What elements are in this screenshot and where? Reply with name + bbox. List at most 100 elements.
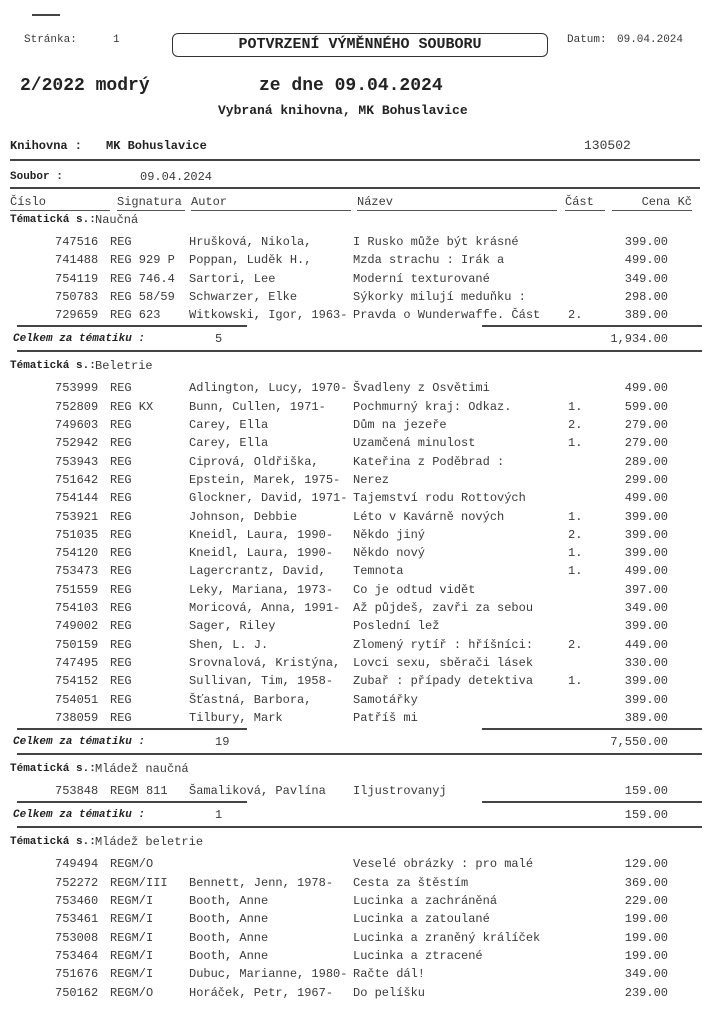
item-signature: REGM/I: [110, 894, 154, 909]
item-signature: REGM/I: [110, 948, 154, 963]
item-signature: REG: [110, 692, 132, 707]
total-count: 5: [215, 332, 223, 347]
item-number: 752272: [55, 875, 99, 890]
item-part: 2.: [568, 308, 583, 323]
item-author: Booth, Anne: [189, 930, 269, 945]
section-name: Beletrie: [95, 359, 153, 374]
item-number: 750162: [55, 985, 99, 1000]
item-title: Poslední lež: [353, 619, 440, 634]
item-number: 753461: [55, 912, 99, 927]
column-cislo: Číslo: [10, 195, 110, 211]
table-row: 750159 REG Shen, L. J. Zlomený rytíř : hříš…: [0, 636, 725, 654]
section-label: Tématická s.:: [10, 836, 96, 849]
item-signature: REG: [110, 418, 132, 433]
table-row: 751676 REGM/I Dubuc, Marianne, 1980- Račte …: [0, 965, 725, 983]
item-number: 753008: [55, 930, 99, 945]
item-price: 129.00: [624, 857, 668, 872]
item-title: Co je odtud vidět: [353, 582, 476, 597]
section-heading: Tématická s.: Mládež beletrie: [0, 832, 725, 852]
set-date: ze dne 09.04.2024: [259, 76, 443, 96]
item-signature: REGM/I: [110, 967, 154, 982]
item-number: 752809: [55, 399, 99, 414]
item-title: Veselé obrázky : pro malé: [353, 857, 534, 872]
item-price: 159.00: [624, 784, 668, 799]
item-price: 369.00: [624, 875, 668, 890]
section-total: Celkem za tématiku : 19 7,550.00: [0, 731, 725, 753]
item-title: Zubař : případy detektiva: [353, 674, 534, 689]
item-signature: REG: [110, 436, 132, 451]
item-price: 499.00: [624, 491, 668, 506]
item-signature: REG: [110, 381, 132, 396]
page-label: Stránka:: [24, 34, 77, 46]
item-part: 2.: [568, 637, 583, 652]
item-number: 738059: [55, 710, 99, 725]
column-signatura: Signatura: [117, 195, 185, 211]
item-number: 750159: [55, 637, 99, 652]
item-number: 747495: [55, 655, 99, 670]
item-author: Carey, Ella: [189, 418, 269, 433]
divider: [482, 801, 702, 803]
section-name: Mládež naučná: [95, 762, 189, 777]
item-price: 399.00: [624, 619, 668, 634]
item-signature: REGM/O: [110, 857, 154, 872]
set-name: 2/2022 modrý: [20, 76, 150, 96]
item-part: 2.: [568, 527, 583, 542]
item-title: Švadleny z Osvětimi: [353, 381, 490, 396]
table-row: 754152 REG Sullivan, Tim, 1958- Zubař : pří…: [0, 672, 725, 690]
item-number: 751676: [55, 967, 99, 982]
item-author: Sager, Riley: [189, 619, 276, 634]
item-price: 299.00: [624, 472, 668, 487]
item-price: 499.00: [624, 381, 668, 396]
item-author: Lagercrantz, David,: [189, 564, 326, 579]
item-price: 399.00: [624, 674, 668, 689]
item-signature: REG: [110, 710, 132, 725]
item-price: 298.00: [624, 289, 668, 304]
scan-mark: [32, 14, 60, 16]
item-signature: REG: [110, 509, 132, 524]
item-number: 750783: [55, 289, 99, 304]
item-author: Tilbury, Mark: [189, 710, 283, 725]
section-name: Naučná: [95, 213, 139, 227]
divider: [482, 728, 702, 730]
item-author: Shen, L. J.: [189, 637, 269, 652]
item-price: 279.00: [624, 418, 668, 433]
table-row: 753943 REG Ciprová, Oldřiška, Kateřina z Po…: [0, 453, 725, 471]
table-row: 750162 REGM/O Horáček, Petr, 1967- Do pelíš…: [0, 984, 725, 1002]
item-number: 751642: [55, 472, 99, 487]
section-label: Tématická s.:: [10, 214, 96, 226]
item-price: 349.00: [624, 967, 668, 982]
item-author: Glockner, David, 1971-: [189, 491, 348, 506]
item-author: Hrušková, Nikola,: [189, 235, 312, 249]
item-price: 289.00: [624, 454, 668, 469]
subtitle: Vybraná knihovna, MK Bohuslavice: [218, 103, 468, 118]
item-part: 1.: [568, 436, 583, 451]
item-author: Kneidl, Laura, 1990-: [189, 546, 334, 561]
divider: [10, 159, 700, 161]
divider: [10, 187, 700, 189]
item-author: Srovnalová, Kristýna,: [189, 655, 341, 670]
item-price: 397.00: [624, 582, 668, 597]
item-author: Leky, Mariana, 1973-: [189, 582, 334, 597]
total-count: 1: [215, 808, 223, 823]
table-row: 729659 REG 623 Witkowski, Igor, 1963- Pravd…: [0, 306, 725, 324]
item-title: Léto v Kavárně nových: [353, 509, 505, 524]
item-number: 754119: [55, 271, 99, 286]
item-price: 399.00: [624, 509, 668, 524]
item-author: Ciprová, Oldřiška,: [189, 454, 319, 469]
item-price: 389.00: [624, 710, 668, 725]
table-row: 741488 REG 929 P Poppan, Luděk H., Mzda str…: [0, 251, 725, 269]
table-row: 753460 REGM/I Booth, Anne Lucinka a zachrán…: [0, 892, 725, 910]
item-price: 199.00: [624, 948, 668, 963]
item-author: Horáček, Petr, 1967-: [189, 985, 334, 1000]
item-author: Bunn, Cullen, 1971-: [189, 399, 326, 414]
total-price: 159.00: [624, 808, 668, 823]
item-number: 753999: [55, 381, 99, 396]
item-number: 754152: [55, 674, 99, 689]
item-signature: REGM/III: [110, 875, 168, 890]
item-title: Lucinka a zraněný králíček: [353, 930, 541, 945]
item-title: Tajemství rodu Rottových: [353, 491, 526, 506]
library-name: MK Bohuslavice: [106, 139, 207, 153]
total-label: Celkem za tématiku :: [13, 736, 146, 749]
table-row: 753473 REG Lagercrantz, David, Temnota 1. 499…: [0, 562, 725, 580]
item-price: 499.00: [624, 253, 668, 268]
